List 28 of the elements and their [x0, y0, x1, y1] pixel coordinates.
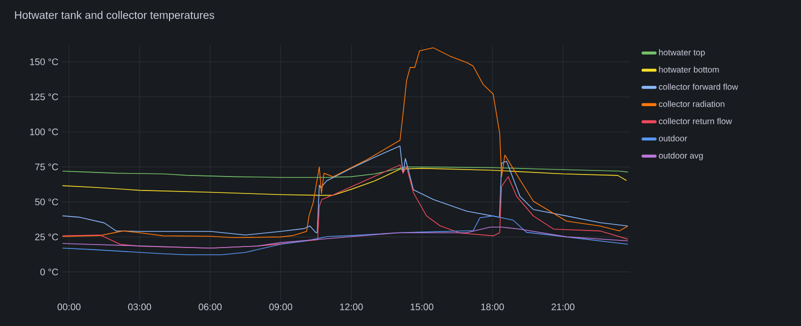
legend-label: collector forward flow: [658, 84, 738, 90]
y-tick-label: 150 °C: [30, 58, 58, 66]
x-tick-label: 18:00: [481, 304, 504, 310]
legend-label: outdoor avg: [658, 152, 703, 160]
line-series: [62, 146, 628, 236]
x-tick-label: 21:00: [552, 304, 574, 310]
x-tick-label: 15:00: [410, 304, 434, 310]
line-series: [62, 47, 628, 238]
x-tick-label: 03:00: [128, 304, 152, 310]
y-tick-label: 125 °C: [30, 93, 58, 100]
x-tick-label: 00:00: [58, 304, 81, 310]
legend-label: hotwater top: [659, 49, 705, 58]
legend-label: outdoor: [658, 135, 688, 142]
y-tick-label: 50 °C: [35, 198, 58, 206]
x-tick-label: 09:00: [269, 304, 292, 310]
legend-label: collector return flow: [658, 118, 732, 124]
chart-title: Hotwater tank and collector temperatures: [15, 10, 214, 22]
line-series: [62, 168, 627, 196]
y-tick-label: 75 °C: [35, 164, 58, 170]
y-tick-label: 100 °C: [30, 128, 58, 136]
y-tick-label: 0 °C: [40, 268, 58, 276]
x-tick-label: 12:00: [340, 304, 363, 310]
legend-label: collector radiation: [658, 100, 724, 107]
x-tick-label: 06:00: [198, 304, 222, 310]
line-series: [62, 166, 628, 178]
line-series: [62, 226, 628, 249]
y-tick-label: 25 °C: [35, 234, 58, 240]
legend-label: hotwater bottom: [659, 66, 719, 73]
